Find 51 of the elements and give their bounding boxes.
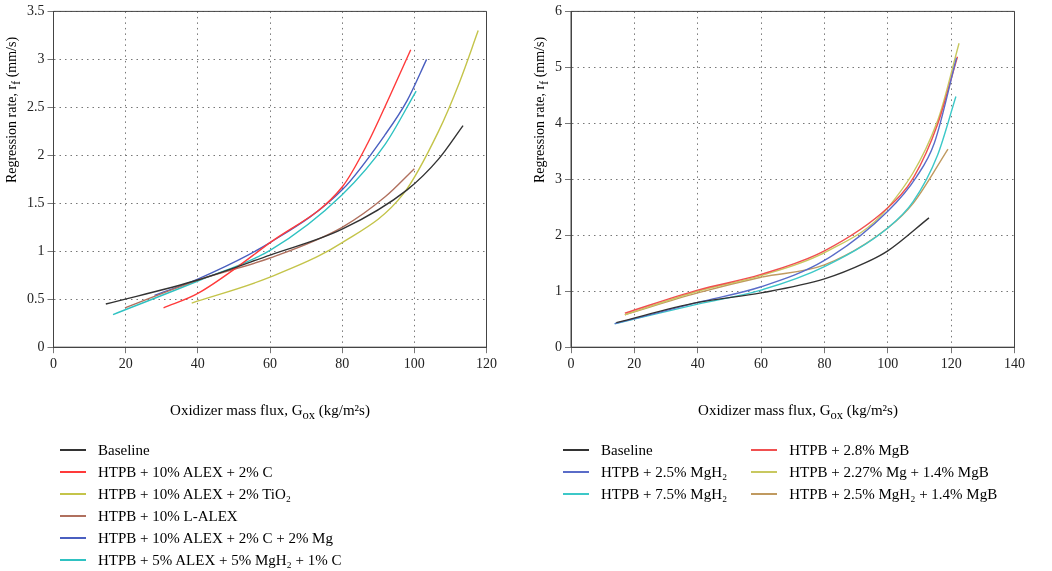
y-tick-label: 0.5: [27, 290, 45, 306]
line-series: [112, 90, 417, 316]
line-series: [162, 49, 412, 309]
x-tick-label: 100: [403, 356, 425, 372]
x-tick-label: 40: [190, 356, 205, 372]
x-tick-label: 120: [476, 356, 497, 372]
y-tick-label: 5: [555, 59, 562, 75]
legend-label: HTPB + 5% ALEX + 5% MgH₂ + 1% C: [98, 551, 342, 569]
x-tick-label: 60: [754, 356, 769, 372]
x-tick-label: 40: [690, 356, 705, 372]
y-tick-label: 4: [555, 115, 562, 131]
legend-label: HTPB + 10% L-ALEX: [98, 507, 238, 525]
x-tick-label: 20: [118, 356, 133, 372]
y-tick-label: 2: [555, 226, 562, 242]
y-tick-label: 0: [37, 338, 45, 354]
x-tick-label: 80: [335, 356, 350, 372]
x-tick-label: 100: [877, 356, 899, 372]
line-series: [153, 58, 428, 297]
y-tick-label: 1: [555, 282, 562, 298]
x-tick-label: 60: [263, 356, 277, 372]
y-tick-label: 3: [37, 51, 45, 67]
x-tick-label: 0: [567, 356, 575, 372]
y-tick-label: 0: [555, 338, 562, 354]
y-tick-label: 1: [37, 242, 45, 258]
legend-label: HTPB + 10% ALEX + 2% C + 2% Mg: [98, 529, 333, 547]
legend-label: HTPB + 2.5% MgH₂ + 1.4% MgB: [789, 485, 998, 503]
line-series: [124, 168, 416, 309]
line-series: [191, 29, 479, 304]
y-tick-label: 3: [555, 170, 562, 186]
legend-label: HTPB + 2.5% MgH₂: [601, 463, 728, 481]
x-axis-title: Oxidizer mass flux, G$_{ox}$ (kg/m²s): [169, 402, 371, 423]
legend-label: HTPB + 10% ALEX + 2% TiO₂: [98, 485, 292, 503]
y-tick-label: 2.5: [27, 99, 45, 115]
legend-label: HTPB + 2.27% Mg + 1.4% MgB: [789, 463, 989, 481]
y-tick-label: 1.5: [27, 194, 45, 210]
line-series: [105, 124, 464, 305]
x-tick-label: 120: [940, 356, 962, 372]
x-tick-label: 80: [817, 356, 832, 372]
legend-label: Baseline: [98, 441, 150, 459]
y-tick-label: 3.5: [27, 3, 45, 19]
legend-label: HTPB + 7.5% MgH₂: [601, 485, 728, 503]
x-tick-label: 20: [627, 356, 642, 372]
x-tick-label: 0: [50, 356, 57, 372]
x-axis-title: Oxidizer mass flux, G$_{ox}$ (kg/m²s): [697, 402, 899, 423]
legend-label: HTPB + 10% ALEX + 2% C: [98, 463, 273, 481]
line-series: [615, 217, 930, 324]
x-tick-label: 140: [1004, 356, 1025, 372]
legend-label: Baseline: [601, 441, 653, 459]
y-tick-label: 6: [555, 3, 562, 19]
legend-label: HTPB + 2.8% MgB: [789, 441, 910, 459]
y-tick-label: 2: [37, 146, 45, 162]
